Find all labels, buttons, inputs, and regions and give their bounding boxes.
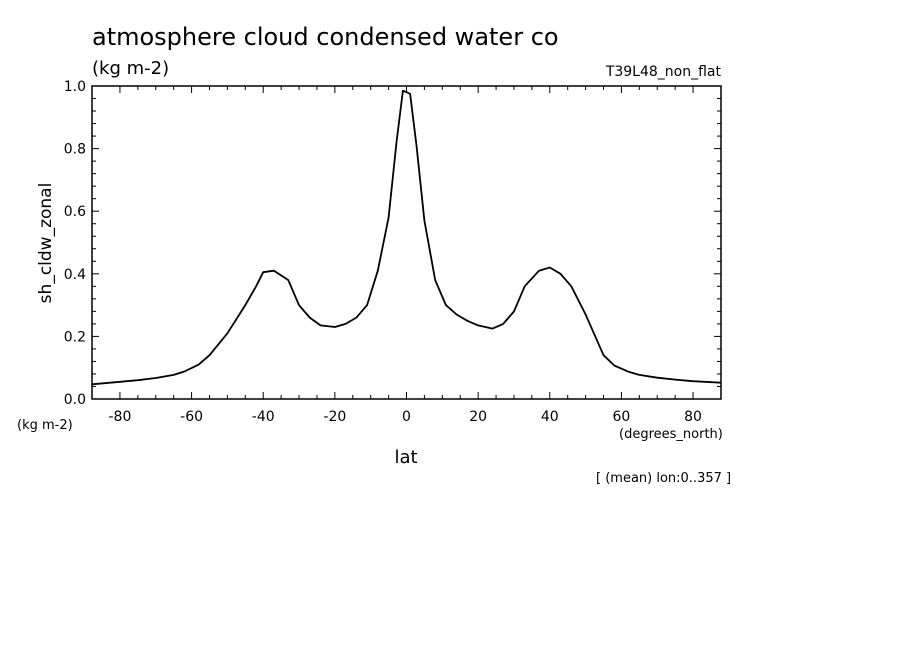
x-tick-label: -60 (180, 409, 203, 425)
y-tick-label: 0.4 (64, 267, 86, 283)
x-axis-units: (degrees_north) (619, 427, 723, 442)
x-tick-label: -80 (109, 409, 132, 425)
y-axis-units: (kg m-2) (17, 418, 73, 433)
y-axis-label: sh_cldw_zonal (36, 183, 56, 304)
series-line (91, 89, 722, 386)
chart-title: atmosphere cloud condensed water co (92, 23, 559, 51)
y-tick-label: 0.6 (64, 204, 86, 220)
x-tick-label: -40 (252, 409, 275, 425)
x-tick-label: 20 (469, 409, 487, 425)
x-tick-label: 40 (541, 409, 559, 425)
chart-units: (kg m-2) (92, 58, 169, 79)
plot-area: -80 -60 -40 -20 0 20 40 60 80 0.0 0.2 0.4 0.6 0.8 1.0 (64, 79, 722, 425)
plot-frame (91, 85, 722, 400)
y-tick-label: 0.8 (64, 142, 86, 158)
y-tick-label: 0.0 (64, 392, 86, 408)
experiment-label: T39L48_non_flat (605, 64, 722, 80)
x-tick-label: -20 (323, 409, 346, 425)
x-tick-label: 80 (684, 409, 702, 425)
footnote: [ (mean) lon:0..357 ] (596, 471, 731, 486)
x-axis-label: lat (394, 447, 417, 468)
y-tick-label: 1.0 (64, 79, 86, 95)
y-tick-label: 0.2 (64, 329, 86, 345)
x-tick-label: 60 (613, 409, 631, 425)
x-tick-label: 0 (402, 409, 411, 425)
